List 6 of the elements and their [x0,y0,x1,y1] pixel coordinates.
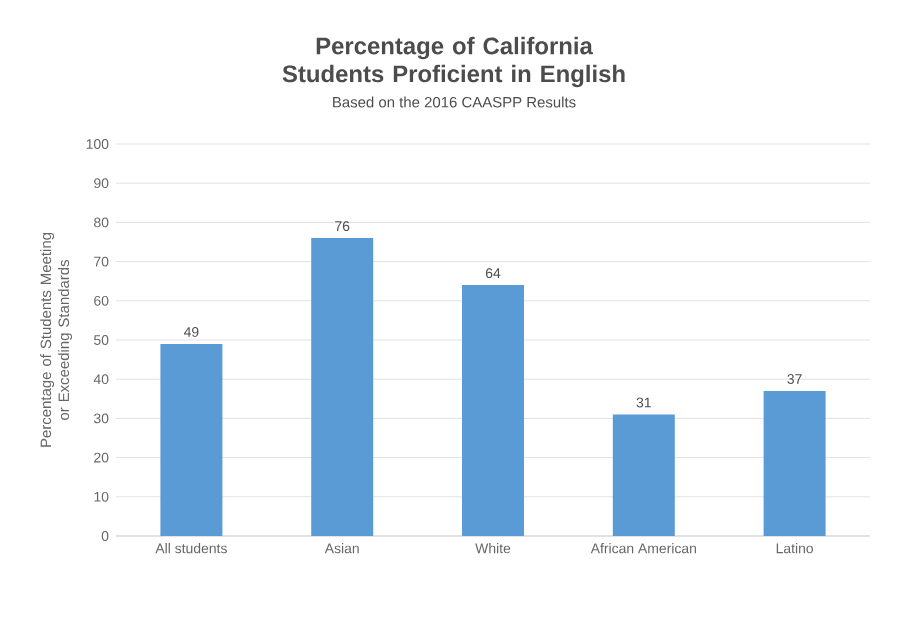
bar [311,238,374,536]
bar [763,390,826,536]
bar [160,343,223,536]
chart-title: Percentage of California Students Proficient in English [282,36,625,88]
bar [462,285,524,536]
bar [612,414,675,536]
